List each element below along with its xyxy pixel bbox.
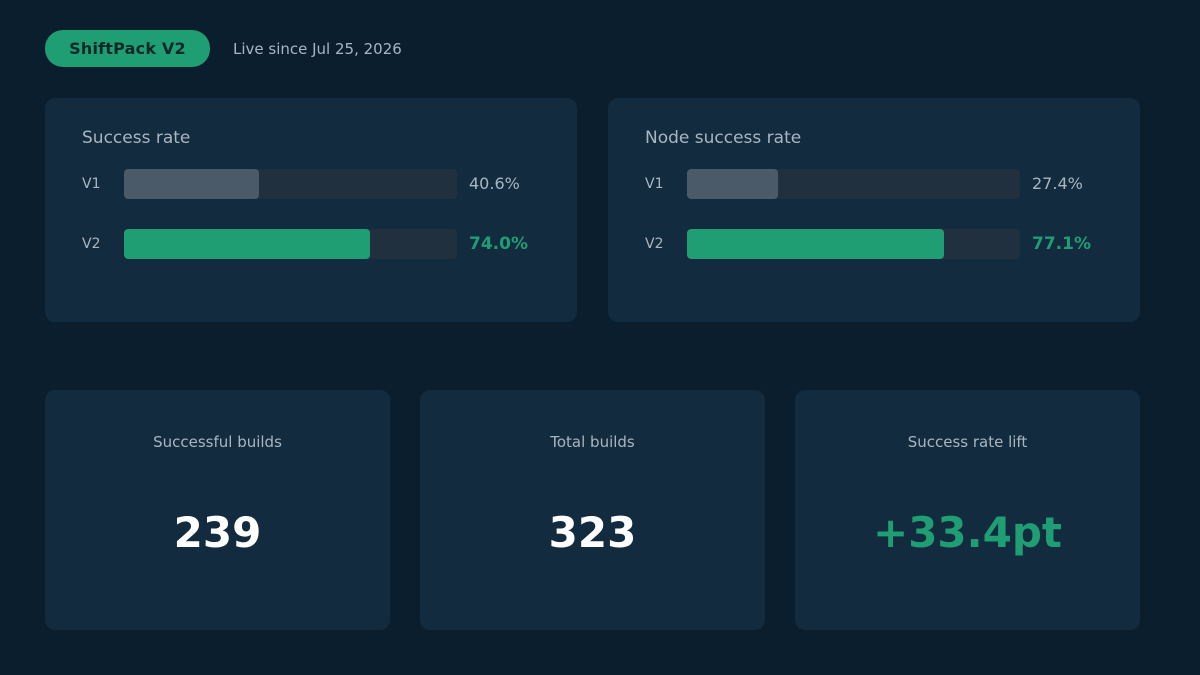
progress-track xyxy=(124,229,457,259)
card-title: Success rate xyxy=(82,128,191,148)
total-builds-card: Total builds 323 xyxy=(420,390,765,630)
row-label: V2 xyxy=(645,236,664,252)
rate-value: 27.4% xyxy=(1032,174,1083,193)
progress-track xyxy=(124,169,457,199)
success-rate-card: Success rate V1 40.6% V2 74.0% xyxy=(45,98,577,322)
progress-fill-v2 xyxy=(687,229,944,259)
progress-fill-v1 xyxy=(124,169,260,199)
rate-value: 74.0% xyxy=(469,234,528,254)
rate-value: 40.6% xyxy=(469,174,520,193)
stat-value: 323 xyxy=(548,508,637,557)
progress-fill-v1 xyxy=(687,169,779,199)
stat-value: +33.4pt xyxy=(873,508,1062,557)
row-label: V1 xyxy=(645,176,664,192)
progress-track xyxy=(687,229,1020,259)
progress-fill-v2 xyxy=(124,229,371,259)
live-since-text: Live since Jul 25, 2026 xyxy=(233,39,402,58)
card-title: Node success rate xyxy=(645,128,802,148)
stat-label: Successful builds xyxy=(153,433,282,451)
progress-track xyxy=(687,169,1020,199)
success-rate-lift-card: Success rate lift +33.4pt xyxy=(795,390,1140,630)
version-badge: ShiftPack V2 xyxy=(45,30,210,67)
node-success-rate-card: Node success rate V1 27.4% V2 77.1% xyxy=(608,98,1140,322)
rate-row-v2: V2 74.0% xyxy=(82,229,552,259)
header: ShiftPack V2 Live since Jul 25, 2026 xyxy=(45,30,402,67)
rate-row-v1: V1 40.6% xyxy=(82,169,552,199)
stat-label: Success rate lift xyxy=(907,433,1028,451)
rate-row-v2: V2 77.1% xyxy=(645,229,1115,259)
successful-builds-card: Successful builds 239 xyxy=(45,390,390,630)
row-label: V1 xyxy=(82,176,101,192)
stat-label: Total builds xyxy=(550,433,635,451)
stat-value: 239 xyxy=(173,508,262,557)
rate-value: 77.1% xyxy=(1032,234,1091,254)
rate-row-v1: V1 27.4% xyxy=(645,169,1115,199)
row-label: V2 xyxy=(82,236,101,252)
